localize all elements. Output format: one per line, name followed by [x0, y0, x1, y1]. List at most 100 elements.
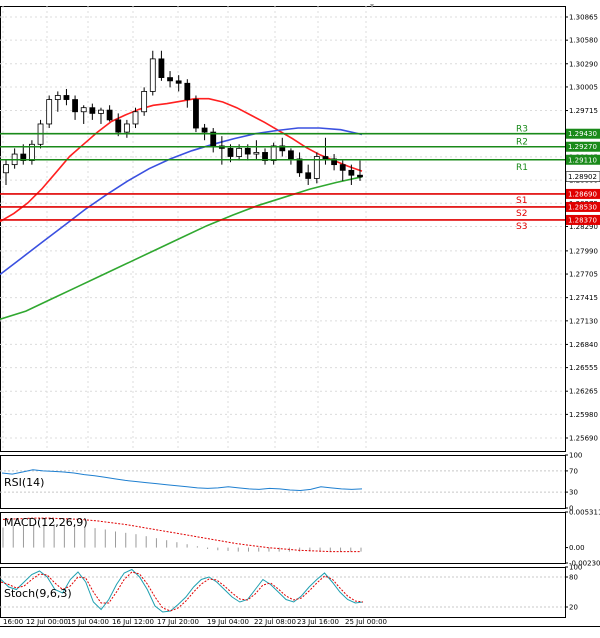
y-tick-label: 1.29715	[569, 107, 598, 115]
level-price-tag	[566, 128, 600, 139]
candle-body	[46, 99, 53, 125]
x-tick-label: 19 Jul 04:00	[207, 618, 249, 626]
rsi-line	[1, 469, 363, 492]
y-tick-label: 1.30290	[569, 60, 598, 68]
macd-label: MACD(12,26,9)	[4, 516, 88, 529]
current-price-tag	[565, 171, 600, 182]
rsi-label: RSI(14)	[4, 476, 44, 489]
candle-body	[149, 58, 156, 92]
candle-body	[227, 147, 234, 157]
candle-body	[331, 158, 337, 166]
level-price-tag	[566, 214, 600, 225]
candle-body	[89, 107, 96, 114]
rsi-panel	[0, 455, 566, 509]
candle-body	[279, 145, 286, 152]
candle-body	[262, 152, 268, 161]
candle-body	[339, 164, 346, 171]
candle-body	[29, 143, 35, 161]
level-name-r2: R2	[516, 138, 528, 148]
current-price-label: 1.28902	[568, 173, 597, 181]
rsi-y-tick-label: 100	[569, 452, 582, 460]
level-name-s2: S2	[516, 209, 527, 219]
level-price-tag	[566, 154, 600, 165]
candle-body	[167, 77, 173, 82]
y-tick-label: 1.26555	[569, 364, 598, 372]
candle-body	[20, 153, 27, 161]
candle-body	[244, 147, 251, 155]
candle-body	[80, 107, 87, 113]
candle-body	[210, 131, 217, 147]
candle-body	[63, 95, 70, 100]
candle-body	[106, 109, 113, 121]
y-tick-label: 1.27705	[569, 271, 598, 279]
x-tick-label: 17 Jul 20:00	[157, 618, 199, 626]
level-price-label: 1.29430	[568, 130, 597, 138]
x-tick-label: 25 Jul 00:00	[345, 618, 387, 626]
level-price-label: 1.29270	[568, 143, 597, 151]
y-tick-label: 1.25980	[569, 411, 598, 419]
candle-body	[236, 147, 243, 157]
candle-body	[313, 156, 320, 179]
stoch-k-line	[0, 568, 364, 613]
stoch-y-tick-label: 20	[569, 604, 578, 612]
candle-body	[193, 99, 199, 129]
candle-body	[296, 158, 303, 174]
candle-body	[270, 145, 277, 161]
y-tick-label: 1.30005	[569, 83, 598, 91]
level-name-r1: R1	[516, 163, 528, 173]
macd-signal-line	[2, 517, 361, 553]
level-name-s3: S3	[516, 222, 527, 232]
x-tick-label: 16:00	[3, 618, 23, 626]
x-tick-label: 22 Jul 08:00	[254, 618, 296, 626]
candle-body	[132, 111, 139, 125]
y-tick-label: 1.27130	[569, 317, 598, 325]
candle-body	[3, 164, 9, 174]
stoch-d-line	[0, 571, 364, 612]
x-tick-label: 16 Jul 12:00	[112, 618, 154, 626]
level-name-s1: S1	[516, 196, 527, 206]
stoch-panel	[0, 567, 566, 618]
y-tick-label: 1.28290	[569, 223, 598, 231]
candle-body	[348, 169, 355, 176]
level-price-tag	[566, 188, 600, 199]
candle-body	[305, 172, 312, 179]
moving-average-line	[0, 127, 363, 276]
macd-y-tick-label: 0.005311	[569, 509, 600, 517]
price-panel	[0, 6, 566, 452]
candle-body	[54, 95, 61, 100]
y-tick-label: 1.27415	[569, 294, 598, 302]
level-price-label: 1.29110	[568, 156, 597, 164]
moving-average-line	[0, 97, 363, 223]
level-price-tag	[566, 201, 600, 212]
x-tick-label: 23 Jul 16:00	[297, 618, 339, 626]
candle-body	[201, 127, 208, 133]
candle-body	[141, 91, 148, 113]
stoch-y-tick-label: 80	[569, 574, 578, 582]
candle-body	[322, 156, 329, 160]
stoch-y-tick-label: 100	[569, 564, 582, 572]
rsi-y-tick-label: 70	[569, 467, 578, 475]
stoch-label: Stoch(9,6,3)	[4, 587, 72, 600]
y-tick-label: 1.27990	[569, 247, 598, 255]
chart-shift-marker	[370, 4, 374, 8]
macd-y-tick-label: 0.00	[569, 544, 585, 552]
candle-body	[158, 58, 165, 78]
level-price-label: 1.28530	[568, 203, 597, 211]
x-tick-label: 15 Jul 04:00	[67, 618, 109, 626]
rsi-y-tick-label: 30	[569, 489, 578, 497]
y-tick-label: 1.26840	[569, 341, 598, 349]
y-tick-label: 1.30580	[569, 37, 598, 45]
candle-body	[253, 152, 260, 155]
candle-body	[288, 150, 294, 160]
candle-body	[175, 80, 182, 84]
y-tick-label: 1.26265	[569, 388, 598, 396]
x-tick-label: 12 Jul 00:00	[26, 618, 68, 626]
candle-body	[72, 99, 78, 113]
candle-body	[184, 82, 191, 100]
level-price-label: 1.28690	[568, 190, 597, 198]
candle-body	[115, 119, 122, 133]
moving-average-line	[0, 176, 363, 320]
candle-body	[357, 174, 363, 178]
